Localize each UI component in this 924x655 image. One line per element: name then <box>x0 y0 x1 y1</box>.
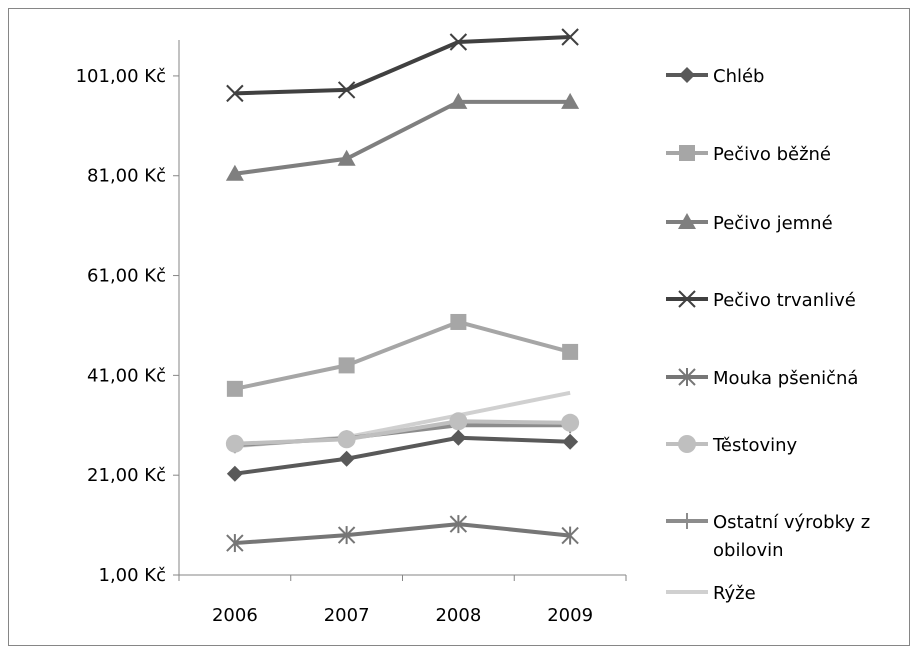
y-tick-label: 41,00 Kč <box>87 365 166 386</box>
legend-label: obilovin <box>713 540 784 561</box>
legend-item-pecivo-jemne: Pečivo jemné <box>666 213 833 234</box>
series-line-pecivo-trvanlive <box>234 35 571 96</box>
legend-item-ryze: Rýže <box>666 583 756 604</box>
data-point-testoviny <box>561 413 580 432</box>
data-point-pecivo-jemne <box>225 164 244 181</box>
legend-label: Mouka pšeničná <box>713 368 858 389</box>
data-point-chleb <box>338 450 355 467</box>
y-tick-label: 1,00 Kč <box>99 565 167 586</box>
data-point-mouka-psenicna <box>449 515 468 534</box>
data-point-mouka-psenicna <box>226 534 244 553</box>
legend-marker <box>678 290 696 308</box>
x-tick-label: 2006 <box>212 605 258 626</box>
legend-marker <box>679 145 695 161</box>
data-point-chleb <box>450 429 467 446</box>
data-point-testoviny <box>337 430 356 449</box>
data-point-pecivo-jemne <box>337 149 356 166</box>
series-line-pecivo-jemne <box>234 99 571 176</box>
legend-label: Ostatní výrobky z <box>713 512 870 533</box>
y-tick-label: 21,00 Kč <box>87 465 166 486</box>
legend-label: Pečivo trvanlivé <box>713 290 856 311</box>
series-line-mouka-psenicna <box>234 522 571 546</box>
legend-marker <box>679 67 695 83</box>
data-point-pecivo-trvanlive <box>337 81 356 99</box>
x-tick-label: 2007 <box>324 605 370 626</box>
series-line-pecivo-bezne <box>234 319 571 391</box>
data-point-pecivo-trvanlive <box>561 28 579 46</box>
data-point-pecivo-jemne <box>561 92 580 109</box>
legend-item-mouka-psenicna: Mouka pšeničná <box>666 368 858 389</box>
series-line-testoviny <box>234 419 571 446</box>
legend-marker <box>678 435 696 453</box>
legend-item-pecivo-bezne: Pečivo běžné <box>666 144 831 165</box>
legend-marker <box>678 368 696 386</box>
data-point-pecivo-trvanlive <box>449 33 468 51</box>
legend-marker <box>679 513 695 529</box>
legend-label: Pečivo běžné <box>713 144 831 165</box>
x-tick-label: 2008 <box>435 605 481 626</box>
data-point-pecivo-bezne <box>338 357 355 374</box>
legend-label: Těstoviny <box>712 435 798 456</box>
data-point-pecivo-jemne <box>449 92 468 109</box>
legend-item-ostatni-vyrobky-z-obilovin: Ostatní výrobky z obilovin <box>666 512 870 561</box>
legend-item-chleb: Chléb <box>666 66 764 87</box>
data-point-pecivo-bezne <box>450 313 467 330</box>
x-tick-label: 2009 <box>547 605 593 626</box>
data-point-pecivo-bezne <box>226 380 243 397</box>
legend-marker <box>678 213 696 229</box>
legend-label: Rýže <box>713 583 756 604</box>
data-point-pecivo-bezne <box>562 343 579 360</box>
data-point-chleb <box>226 465 243 482</box>
y-tick-label: 61,00 Kč <box>87 266 166 287</box>
data-point-chleb <box>562 433 579 450</box>
legend-item-pecivo-trvanlive: Pečivo trvanlivé <box>666 290 856 311</box>
data-point-testoviny <box>225 434 244 453</box>
y-tick-label: 81,00 Kč <box>87 166 166 187</box>
data-point-pecivo-trvanlive <box>226 84 244 103</box>
legend-label: Chléb <box>713 66 764 87</box>
data-point-testoviny <box>449 412 468 431</box>
legend-label: Pečivo jemné <box>713 213 833 234</box>
y-tick-label: 101,00 Kč <box>76 66 166 87</box>
data-point-mouka-psenicna <box>337 526 356 545</box>
series-line-chleb <box>234 435 571 476</box>
legend-item-testoviny: Těstoviny <box>666 435 798 456</box>
data-point-mouka-psenicna <box>561 526 579 545</box>
